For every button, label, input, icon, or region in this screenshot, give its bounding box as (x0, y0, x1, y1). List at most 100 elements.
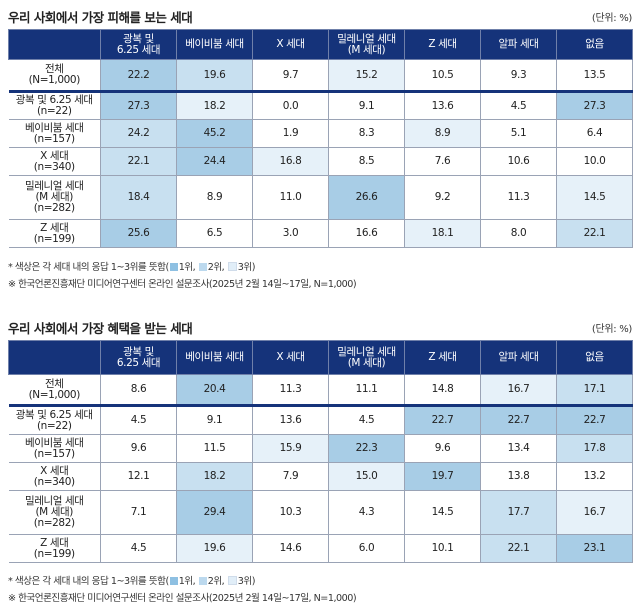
data-cell: 18.2 (176, 462, 253, 491)
data-cell: 18.1 (404, 219, 481, 248)
data-cell: 4.5 (100, 404, 177, 435)
column-header: 밀레니얼 세대 (M 세대) (328, 29, 405, 60)
column-header: 밀레니얼 세대 (M 세대) (328, 340, 405, 375)
data-cell: 18.2 (176, 90, 253, 120)
table-row: 광복 및 6.25 세대 (n=22) 27.3 18.2 0.0 9.1 13.6 4.5 2… (8, 90, 633, 120)
data-cell: 10.5 (404, 59, 481, 92)
data-cell: 25.6 (100, 219, 177, 248)
data-cell: 22.1 (480, 534, 557, 563)
data-cell: 8.5 (328, 147, 405, 176)
data-cell: 9.6 (100, 434, 177, 463)
data-cell: 11.1 (328, 374, 405, 406)
column-header: 베이비붐 세대 (176, 340, 253, 375)
data-cell: 22.7 (404, 404, 481, 435)
table2-note-source: ※ 한국언론진흥재단 미디어연구센터 온라인 설문조사(2025년 2월 14일… (8, 593, 357, 604)
table2-benefit: 광복 및 6.25 세대 베이비붐 세대 X 세대 밀레니얼 세대 (M 세대) Z 세대 알… (8, 340, 633, 563)
data-cell: 22.1 (100, 147, 177, 176)
data-cell: 11.5 (176, 434, 253, 463)
table-row: 베이비붐 세대 (n=157) 9.6 11.5 15.9 22.3 9.6 13.4 17.8 (8, 434, 633, 463)
data-cell: 9.3 (480, 59, 557, 92)
data-cell: 13.2 (556, 462, 633, 491)
data-cell: 14.6 (252, 534, 329, 563)
row-header: X 세대 (n=340) (8, 462, 101, 491)
data-cell: 4.5 (328, 404, 405, 435)
table1-unit: (단위: %) (591, 13, 632, 24)
column-header: 알파 세대 (480, 29, 557, 60)
data-cell: 3.0 (252, 219, 329, 248)
table2-title: 우리 사회에서 가장 혜택을 받는 세대 (8, 321, 193, 336)
data-cell: 17.8 (556, 434, 633, 463)
data-cell: 22.1 (556, 219, 633, 248)
column-header: 알파 세대 (480, 340, 557, 375)
row-header: 베이비붐 세대 (n=157) (8, 434, 101, 463)
data-cell: 16.7 (556, 490, 633, 535)
table-row: 광복 및 6.25 세대 (n=22) 4.5 9.1 13.6 4.5 22.7 22.7 2… (8, 404, 633, 435)
column-header: Z 세대 (404, 340, 481, 375)
data-cell: 0.0 (252, 90, 329, 120)
data-cell: 29.4 (176, 490, 253, 535)
data-cell: 24.2 (100, 119, 177, 148)
table1-title: 우리 사회에서 가장 피해를 보는 세대 (8, 10, 193, 25)
data-cell: 8.3 (328, 119, 405, 148)
data-cell: 7.1 (100, 490, 177, 535)
table-row: 전체 (N=1,000) 22.2 19.6 9.7 15.2 10.5 9.3 13.5 (8, 59, 633, 92)
data-cell: 9.2 (404, 175, 481, 220)
table2-note-colors: * 색상은 각 세대 내의 응답 1~3위를 뜻함(1위, 2위, 3위) (8, 576, 256, 587)
data-cell: 5.1 (480, 119, 557, 148)
column-header: 없음 (556, 29, 633, 60)
data-cell: 26.6 (328, 175, 405, 220)
data-cell: 9.7 (252, 59, 329, 92)
data-cell: 11.3 (480, 175, 557, 220)
data-cell: 12.1 (100, 462, 177, 491)
data-cell: 13.5 (556, 59, 633, 92)
table-row: X 세대 (n=340) 22.1 24.4 16.8 8.5 7.6 10.6 10.0 (8, 147, 633, 176)
data-cell: 10.1 (404, 534, 481, 563)
data-cell: 16.7 (480, 374, 557, 406)
legend-rank1-swatch (169, 577, 178, 585)
data-cell: 23.1 (556, 534, 633, 563)
data-cell: 10.6 (480, 147, 557, 176)
data-cell: 1.9 (252, 119, 329, 148)
data-cell: 11.0 (252, 175, 329, 220)
header-corner (8, 340, 101, 375)
data-cell: 4.3 (328, 490, 405, 535)
data-cell: 9.6 (404, 434, 481, 463)
data-cell: 13.8 (480, 462, 557, 491)
legend-rank2-swatch (198, 263, 207, 271)
column-header: 베이비붐 세대 (176, 29, 253, 60)
table-row: 밀레니얼 세대 (M 세대) (n=282) 18.4 8.9 11.0 26.6 9.2 11… (8, 175, 633, 220)
data-cell: 7.6 (404, 147, 481, 176)
table-row: X 세대 (n=340) 12.1 18.2 7.9 15.0 19.7 13.8 13.2 (8, 462, 633, 491)
data-cell: 17.7 (480, 490, 557, 535)
row-header: 밀레니얼 세대 (M 세대) (n=282) (8, 175, 101, 220)
data-cell: 45.2 (176, 119, 253, 148)
row-header: Z 세대 (n=199) (8, 534, 101, 563)
data-cell: 17.1 (556, 374, 633, 406)
table2-unit: (단위: %) (591, 324, 632, 335)
data-cell: 19.6 (176, 59, 253, 92)
data-cell: 6.5 (176, 219, 253, 248)
data-cell: 14.5 (556, 175, 633, 220)
data-cell: 11.3 (252, 374, 329, 406)
table1-note-source: ※ 한국언론진흥재단 미디어연구센터 온라인 설문조사(2025년 2월 14일… (8, 279, 357, 290)
data-cell: 14.5 (404, 490, 481, 535)
legend-rank3-swatch (227, 576, 237, 585)
row-header: 전체 (N=1,000) (8, 374, 101, 406)
data-cell: 19.6 (176, 534, 253, 563)
column-header: 없음 (556, 340, 633, 375)
data-cell: 22.7 (556, 404, 633, 435)
row-header: Z 세대 (n=199) (8, 219, 101, 248)
data-cell: 16.6 (328, 219, 405, 248)
column-header: Z 세대 (404, 29, 481, 60)
table1-damage: 광복 및 6.25 세대 베이비붐 세대 X 세대 밀레니얼 세대 (M 세대) Z 세대 알… (8, 29, 633, 248)
column-header: X 세대 (252, 340, 329, 375)
data-cell: 13.4 (480, 434, 557, 463)
legend-rank1-swatch (169, 263, 178, 271)
data-cell: 20.4 (176, 374, 253, 406)
data-cell: 13.6 (252, 404, 329, 435)
data-cell: 6.0 (328, 534, 405, 563)
data-cell: 4.5 (100, 534, 177, 563)
data-cell: 14.8 (404, 374, 481, 406)
column-header: 광복 및 6.25 세대 (100, 340, 177, 375)
data-cell: 10.0 (556, 147, 633, 176)
